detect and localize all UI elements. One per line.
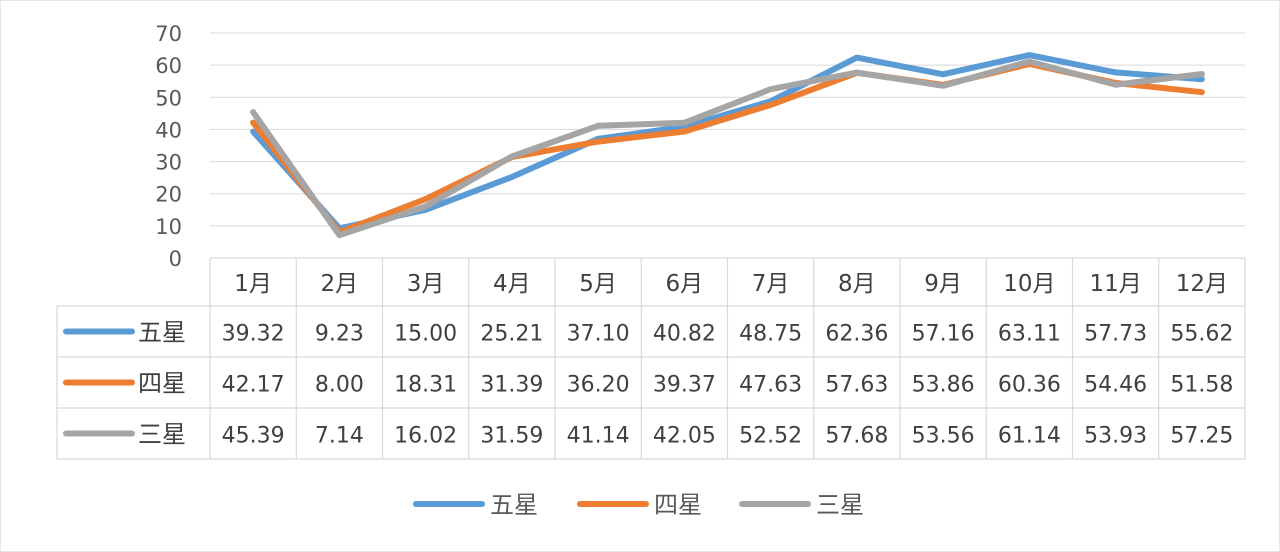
gridlines: [210, 32, 1245, 227]
series-line-3: [250, 58, 1205, 239]
data-table-cell: 52.52: [739, 424, 802, 449]
data-table-cell: 57.68: [825, 424, 888, 449]
series-name: 五星: [138, 319, 186, 347]
data-table-cell: 15.00: [394, 322, 457, 347]
data-table-cell: 39.37: [653, 373, 716, 398]
category-label: 4月: [493, 271, 531, 297]
y-axis: 0 10 20 30 40 50 60 70: [155, 22, 182, 271]
category-label: 9月: [924, 271, 962, 297]
data-table-cell: 57.16: [912, 322, 975, 347]
data-table-cell: 48.75: [739, 322, 802, 347]
data-table-cell: 8.00: [315, 373, 364, 398]
data-table-cell: 51.58: [1170, 373, 1233, 398]
legend-label: 三星: [816, 491, 864, 519]
category-label: 7月: [752, 271, 790, 297]
data-table-cell: 60.36: [998, 373, 1061, 398]
data-table-cell: 25.21: [480, 322, 543, 347]
data-table-cell: 53.93: [1084, 424, 1147, 449]
series-lines: [250, 52, 1205, 239]
data-table-cell: 57.63: [825, 373, 888, 398]
data-table-cell: 45.39: [222, 424, 285, 449]
data-table-cell: 57.73: [1084, 322, 1147, 347]
data-table-cell: 40.82: [653, 322, 716, 347]
category-label: 1月: [234, 271, 272, 297]
y-tick-label: 20: [155, 183, 182, 207]
data-table-cell: 54.46: [1084, 373, 1147, 398]
data-table-cell: 53.56: [912, 424, 975, 449]
data-table-cell: 63.11: [998, 322, 1061, 347]
y-tick-label: 0: [169, 247, 182, 271]
y-tick-label: 70: [155, 22, 182, 46]
category-label: 5月: [579, 271, 617, 297]
data-table-cell: 31.39: [480, 373, 543, 398]
data-table-cell: 47.63: [739, 373, 802, 398]
category-label: 6月: [666, 271, 704, 297]
y-tick-label: 10: [155, 215, 182, 239]
legend: 五星 四星 三星: [413, 491, 864, 519]
category-label: 11月: [1089, 271, 1141, 297]
data-table-cell: 42.17: [222, 373, 285, 398]
y-tick-label: 60: [155, 54, 182, 78]
category-label: 3月: [407, 271, 445, 297]
series-line-2: [250, 61, 1205, 236]
legend-label: 四星: [654, 491, 702, 519]
data-table-cell: 55.62: [1170, 322, 1233, 347]
data-table-cell: 36.20: [567, 373, 630, 398]
data-table-cell: 41.14: [567, 424, 630, 449]
category-label: 2月: [321, 271, 359, 297]
data-table-cell: 42.05: [653, 424, 716, 449]
series-name: 三星: [138, 421, 186, 449]
data-table-cell: 7.14: [315, 424, 364, 449]
data-table-cell: 31.59: [480, 424, 543, 449]
data-table-cell: 18.31: [394, 373, 457, 398]
legend-label: 五星: [490, 491, 538, 519]
category-label: 12月: [1176, 271, 1228, 297]
category-label: 8月: [838, 271, 876, 297]
data-table-cell: 37.10: [567, 322, 630, 347]
data-table-cell: 16.02: [394, 424, 457, 449]
y-tick-label: 30: [155, 151, 182, 175]
y-tick-label: 50: [155, 86, 182, 110]
data-table-cell: 9.23: [315, 322, 364, 347]
category-label: 10月: [1003, 271, 1055, 297]
series-name: 四星: [138, 370, 186, 398]
y-tick-label: 40: [155, 118, 182, 142]
series-line-1: [250, 52, 1205, 232]
data-table-cell: 61.14: [998, 424, 1061, 449]
data-table-cell: 39.32: [222, 322, 285, 347]
data-table-cell: 62.36: [825, 322, 888, 347]
data-table-cell: 53.86: [912, 373, 975, 398]
data-table-cell: 57.25: [1170, 424, 1233, 449]
